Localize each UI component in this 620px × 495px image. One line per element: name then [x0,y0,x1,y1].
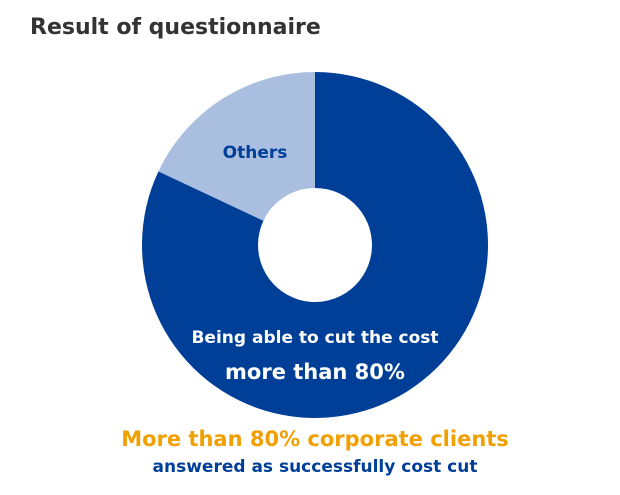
chart-title: Result of questionnaire [30,15,321,40]
donut [142,71,489,418]
slice-label: Being able to cut the cost [191,328,438,348]
slice [158,71,315,221]
slice-label: Others [223,143,288,163]
footnote: answered as successfully cost cut [153,457,478,477]
footnote: More than 80% corporate clients [121,427,509,451]
slice [142,72,489,418]
annotation: more than 80% [225,360,405,384]
